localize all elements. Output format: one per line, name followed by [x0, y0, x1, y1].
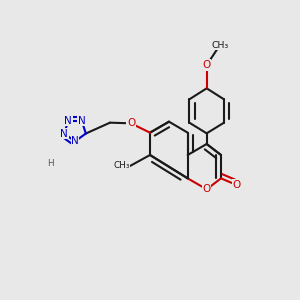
- Text: O: O: [202, 184, 211, 194]
- Text: CH₃: CH₃: [212, 40, 229, 50]
- Text: O: O: [202, 60, 211, 70]
- Text: O: O: [127, 118, 135, 128]
- Text: N: N: [71, 136, 79, 146]
- Text: N: N: [64, 116, 72, 126]
- Text: N: N: [78, 116, 86, 126]
- Text: H: H: [47, 159, 53, 168]
- Text: CH₃: CH₃: [113, 161, 130, 170]
- Text: O: O: [232, 180, 241, 190]
- Text: N: N: [60, 128, 68, 139]
